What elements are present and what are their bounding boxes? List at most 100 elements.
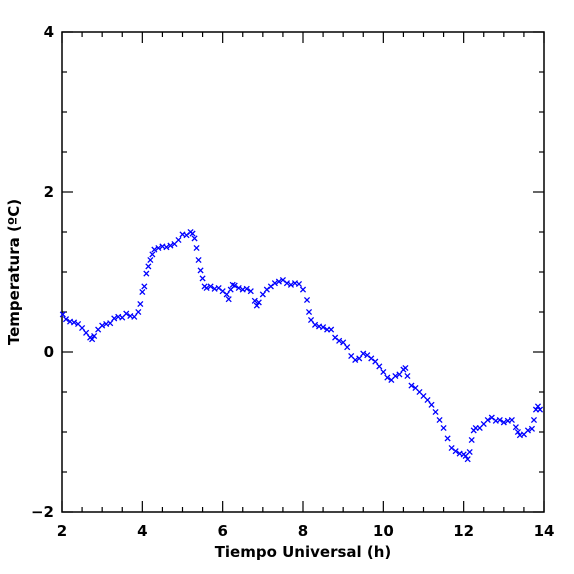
data-point — [328, 326, 335, 333]
data-point — [195, 256, 202, 264]
data-point — [131, 313, 138, 320]
data-point — [464, 456, 471, 463]
data-point — [299, 286, 307, 293]
data-point — [295, 280, 303, 288]
x-tick-label: 6 — [217, 522, 227, 540]
y-tick-labels: −2 0 2 4 — [31, 23, 54, 521]
data-point — [193, 244, 200, 252]
data-point — [376, 363, 383, 370]
data-point — [107, 320, 114, 327]
data-point — [305, 308, 313, 316]
data-point — [231, 282, 238, 289]
data-point — [320, 324, 327, 331]
data-point — [259, 291, 266, 298]
data-point — [496, 416, 503, 424]
data-point — [311, 321, 319, 328]
data-point — [253, 302, 260, 309]
data-point — [352, 356, 359, 364]
data-point — [99, 322, 106, 329]
data-point — [534, 403, 542, 410]
data-point — [303, 296, 311, 304]
data-point — [392, 372, 399, 380]
data-point — [528, 425, 536, 432]
data-point — [137, 300, 144, 308]
data-points — [59, 228, 544, 463]
x-tick-label: 8 — [298, 522, 308, 540]
y-tick-label: 4 — [44, 23, 54, 41]
x-tick-label: 14 — [534, 522, 555, 540]
data-point — [440, 424, 447, 432]
data-point — [512, 424, 519, 431]
y-tick-label: 0 — [44, 343, 54, 361]
y-tick-label: 2 — [44, 183, 54, 201]
data-point — [135, 308, 142, 316]
data-point — [287, 281, 295, 288]
data-point — [380, 368, 387, 376]
data-point — [145, 263, 152, 270]
y-axis-title: Temperatura (ºC) — [5, 199, 23, 345]
x-axis-title: Tiempo Universal (h) — [215, 543, 392, 561]
data-point — [167, 242, 174, 249]
data-point — [536, 406, 544, 413]
data-point — [500, 419, 507, 426]
data-point — [530, 416, 538, 424]
data-point — [307, 316, 315, 324]
data-point — [336, 337, 343, 344]
x-tick-label: 10 — [373, 522, 394, 540]
x-tick-label: 2 — [57, 522, 67, 540]
data-point — [428, 401, 435, 408]
data-point — [191, 235, 198, 242]
data-point — [141, 283, 148, 290]
data-point — [203, 284, 210, 292]
data-point — [396, 371, 403, 378]
data-point — [207, 283, 214, 290]
x-tick-label: 4 — [137, 522, 147, 540]
data-point — [89, 336, 96, 343]
data-point — [189, 230, 196, 237]
data-point — [275, 278, 282, 285]
data-point — [91, 332, 98, 340]
data-point — [139, 288, 146, 296]
data-point — [466, 448, 473, 456]
data-point — [436, 416, 443, 424]
data-point — [468, 436, 475, 444]
data-point — [235, 284, 242, 292]
data-point — [452, 448, 459, 455]
data-point — [149, 251, 156, 258]
x-tick-label: 12 — [453, 522, 474, 540]
data-point — [197, 267, 204, 274]
data-point — [155, 244, 162, 252]
data-point — [356, 355, 363, 362]
data-point — [59, 311, 66, 318]
data-point — [79, 324, 86, 332]
data-point — [83, 329, 90, 336]
data-point — [111, 315, 118, 322]
data-point — [223, 291, 230, 298]
data-point — [123, 310, 130, 317]
data-point — [175, 236, 182, 244]
data-point — [143, 270, 150, 277]
y-tick-label: −2 — [31, 503, 54, 521]
data-point — [408, 382, 415, 389]
data-point — [508, 416, 515, 424]
x-tick-labels: 2 4 6 8 10 12 14 — [57, 522, 555, 540]
data-point — [372, 358, 379, 365]
data-point — [340, 339, 347, 346]
data-point — [444, 435, 451, 442]
data-point — [243, 285, 250, 292]
data-point — [432, 408, 439, 416]
data-point — [62, 316, 70, 323]
data-point — [70, 319, 78, 326]
data-point — [424, 396, 431, 404]
data-point — [151, 246, 158, 253]
data-point — [247, 288, 254, 295]
data-point — [255, 299, 262, 306]
data-point — [384, 374, 391, 381]
data-point — [402, 364, 409, 372]
data-point — [514, 428, 521, 436]
data-point — [199, 275, 206, 282]
data-point — [283, 280, 290, 287]
data-point — [271, 280, 278, 287]
data-point — [404, 372, 411, 380]
